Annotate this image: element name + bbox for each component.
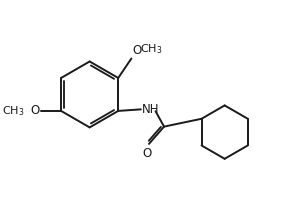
Text: NH: NH	[142, 103, 160, 116]
Text: O: O	[143, 147, 152, 160]
Text: CH$_3$: CH$_3$	[2, 104, 25, 118]
Text: O: O	[30, 104, 40, 117]
Text: O: O	[132, 44, 141, 57]
Text: CH$_3$: CH$_3$	[140, 42, 163, 56]
